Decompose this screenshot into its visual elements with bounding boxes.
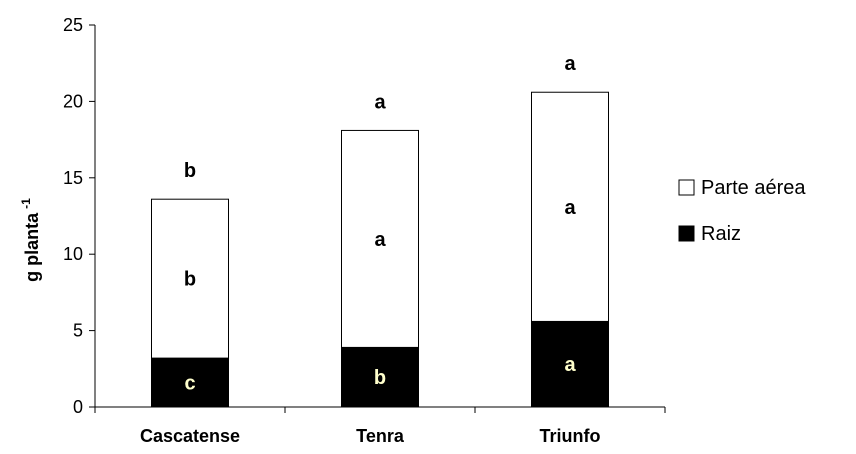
total-letter-label: a (374, 91, 386, 113)
total-letter-label: a (564, 53, 576, 75)
y-tick-label: 25 (63, 15, 83, 35)
y-ticks: 0 5 10 15 20 25 (63, 15, 95, 417)
bar-segment (151, 198, 229, 359)
legend: Parte aérea Raiz (678, 177, 806, 245)
y-tick-label: 0 (73, 397, 83, 417)
y-tick-label: 5 (73, 321, 83, 341)
y-axis-label: g planta-1 (19, 198, 42, 282)
total-letter-label: b (184, 160, 196, 182)
segment-letter-label: a (564, 197, 576, 219)
segment-letter-label: a (564, 354, 576, 376)
bars: c b b b a a a a a (151, 53, 609, 408)
bar-segment (151, 357, 229, 408)
segment-letter-label: a (374, 229, 386, 251)
segment-letter-label: c (184, 373, 195, 395)
x-category-label: Cascatense (140, 426, 240, 446)
legend-swatch (678, 179, 695, 196)
segment-letter-label: b (184, 269, 196, 291)
y-tick-label: 10 (63, 244, 83, 264)
segment-letter-label: b (374, 367, 386, 389)
x-labels: Cascatense Tenra Triunfo (140, 426, 601, 446)
y-axis-title: g planta-1 (19, 198, 42, 282)
bar-segment (341, 129, 419, 348)
y-tick-label: 20 (63, 91, 83, 111)
bar-segment (531, 320, 609, 408)
bar-segment (531, 91, 609, 322)
y-tick-label: 15 (63, 168, 83, 188)
legend-label: Parte aérea (701, 177, 806, 199)
legend-label: Raiz (701, 223, 741, 245)
legend-swatch (678, 225, 695, 242)
x-category-label: Tenra (356, 426, 405, 446)
x-category-label: Triunfo (540, 426, 601, 446)
